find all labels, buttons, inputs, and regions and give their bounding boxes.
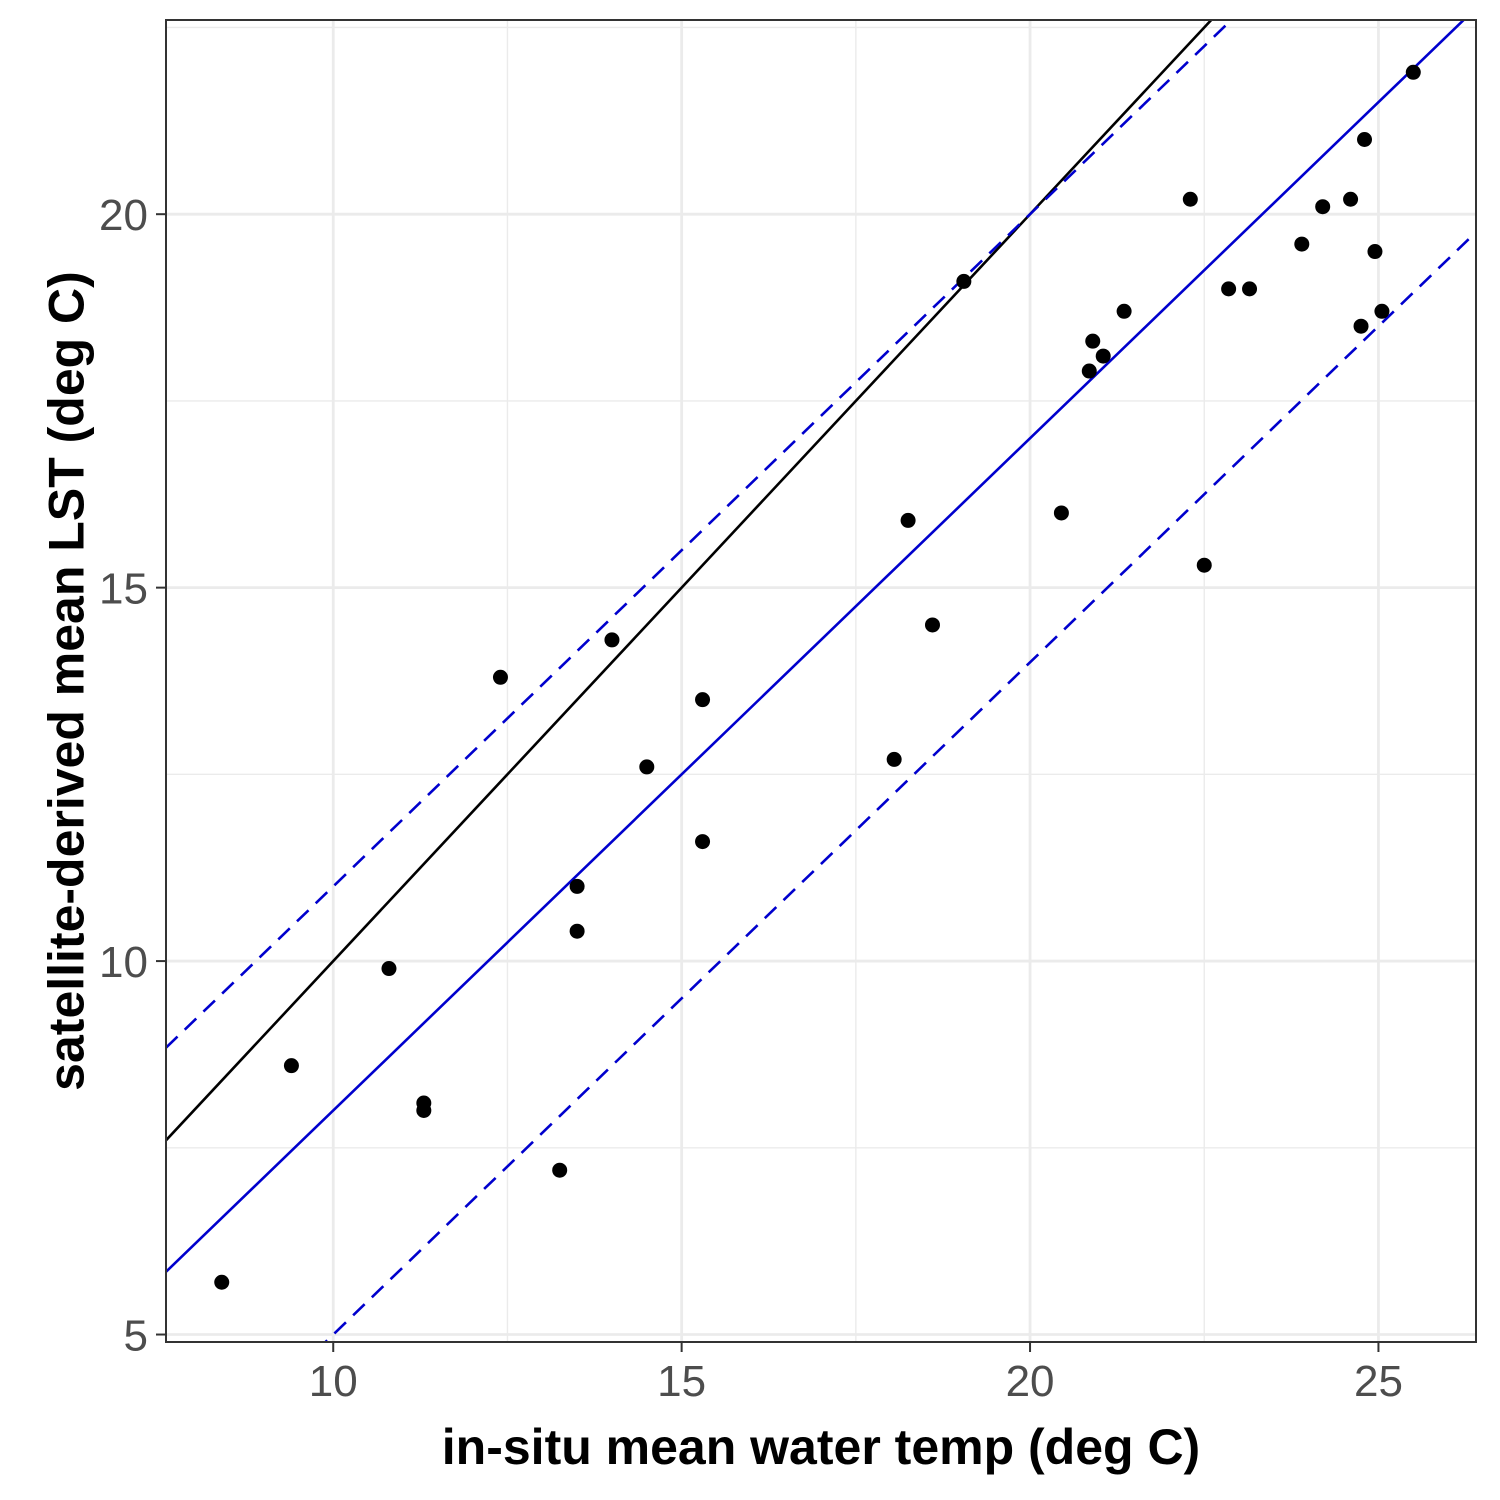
data-point bbox=[1221, 281, 1237, 297]
data-point bbox=[1081, 363, 1097, 379]
y-tick-label: 15 bbox=[99, 565, 148, 614]
y-tick-label: 10 bbox=[99, 938, 148, 987]
y-axis-title: satellite-derived mean LST (deg C) bbox=[39, 271, 95, 1091]
x-axis-title: in-situ mean water temp (deg C) bbox=[442, 1419, 1200, 1475]
data-point bbox=[695, 834, 711, 850]
fit-line bbox=[166, 20, 1466, 1273]
identity-line bbox=[166, 20, 1213, 1142]
data-point bbox=[381, 961, 397, 977]
data-points bbox=[214, 64, 1421, 1290]
data-point bbox=[1182, 191, 1198, 207]
data-point bbox=[1374, 303, 1390, 319]
grid-lines bbox=[166, 20, 1476, 1342]
data-point bbox=[1095, 348, 1111, 364]
data-point bbox=[492, 669, 508, 685]
data-point bbox=[639, 759, 655, 775]
reference-lines bbox=[166, 20, 1476, 1342]
panel-border bbox=[165, 19, 1477, 1343]
data-point bbox=[900, 512, 916, 528]
data-point bbox=[1405, 64, 1421, 80]
data-point bbox=[886, 751, 902, 767]
lower-bound-line bbox=[323, 231, 1476, 1342]
data-point bbox=[1116, 303, 1132, 319]
data-point bbox=[283, 1058, 299, 1074]
data-point bbox=[1353, 318, 1369, 334]
data-point bbox=[552, 1162, 568, 1178]
data-point bbox=[1053, 505, 1069, 521]
data-point bbox=[569, 923, 585, 939]
data-point bbox=[214, 1274, 230, 1290]
data-point bbox=[1196, 557, 1212, 573]
x-tick-label: 10 bbox=[309, 1357, 358, 1406]
data-point bbox=[695, 692, 711, 708]
data-point bbox=[1357, 132, 1373, 148]
axis-ticks: 10 15 20 25 5 10 15 20 bbox=[99, 191, 1403, 1406]
data-point bbox=[1367, 244, 1383, 260]
x-tick-label: 25 bbox=[1354, 1357, 1403, 1406]
y-tick-label: 20 bbox=[99, 191, 148, 240]
data-point bbox=[416, 1102, 432, 1118]
data-point bbox=[956, 273, 972, 289]
data-point bbox=[1294, 236, 1310, 252]
data-point bbox=[569, 878, 585, 894]
data-point bbox=[1343, 191, 1359, 207]
data-point bbox=[924, 617, 940, 633]
x-tick-label: 15 bbox=[657, 1357, 706, 1406]
upper-bound-line bbox=[166, 20, 1234, 1049]
data-point bbox=[1085, 333, 1101, 349]
x-tick-label: 20 bbox=[1006, 1357, 1055, 1406]
data-point bbox=[1242, 281, 1258, 297]
y-tick-label: 5 bbox=[124, 1312, 148, 1361]
data-point bbox=[1315, 199, 1331, 215]
data-point bbox=[604, 632, 620, 648]
